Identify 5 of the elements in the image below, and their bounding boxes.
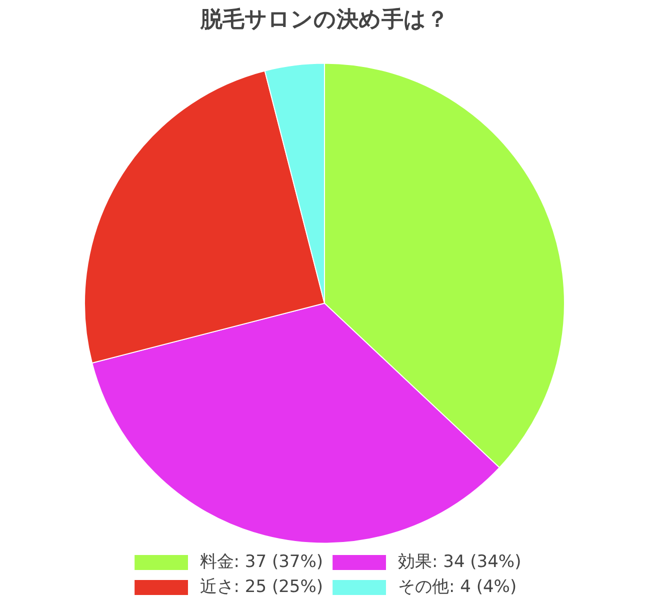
chart-title: 脱毛サロンの決め手は？ [200, 8, 448, 32]
legend-label: 効果: 34 (34%) [398, 551, 522, 573]
legend-label: 料金: 37 (37%) [200, 551, 323, 573]
legend-label: その他: 4 (4%) [398, 576, 517, 598]
legend-label: 近さ: 25 (25%) [200, 576, 323, 598]
